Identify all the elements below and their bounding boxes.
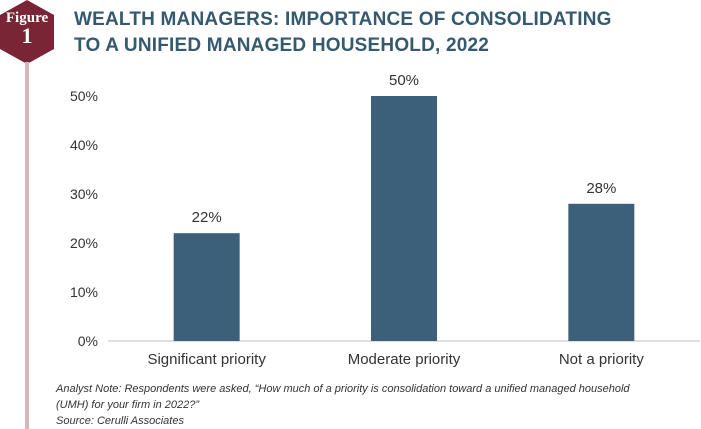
figure-badge-label: Figure 1 (0, 9, 54, 48)
data-label: 50% (389, 72, 419, 89)
title-line-2: TO A UNIFIED MANAGED HOUSEHOLD, 2022 (74, 35, 490, 56)
title-line-1: WEALTH MANAGERS: IMPORTANCE OF CONSOLIDA… (74, 9, 612, 30)
data-label: 28% (586, 180, 616, 197)
data-label: 22% (192, 209, 222, 226)
chart-title: WEALTH MANAGERS: IMPORTANCE OF CONSOLIDA… (74, 7, 694, 59)
analyst-note-line-2: (UMH) for your firm in 2022?” (56, 399, 200, 411)
badge-hexagon (0, 0, 54, 64)
analyst-note-line-1: Analyst Note: Respondents were asked, “H… (56, 383, 630, 395)
bar (371, 96, 437, 341)
x-tick-label: Not a priority (559, 351, 645, 368)
bar (568, 203, 635, 341)
x-tick-label: Moderate priority (348, 351, 461, 368)
figure-badge (0, 0, 54, 64)
x-tick-label: Significant priority (147, 351, 266, 368)
chart-notes: Analyst Note: Respondents were asked, “H… (56, 381, 696, 429)
bar (173, 233, 240, 341)
source-note: Source: Cerulli Associates (56, 415, 184, 427)
figure-word: Figure (5, 10, 49, 26)
y-tick-label: 50% (70, 88, 98, 104)
y-tick-label: 0% (78, 333, 98, 349)
figure-number: 1 (21, 23, 33, 48)
y-tick-label: 20% (70, 235, 98, 251)
y-tick-label: 10% (70, 284, 98, 300)
left-rule (25, 62, 29, 429)
y-tick-label: 40% (70, 137, 98, 153)
y-tick-label: 30% (70, 186, 98, 202)
